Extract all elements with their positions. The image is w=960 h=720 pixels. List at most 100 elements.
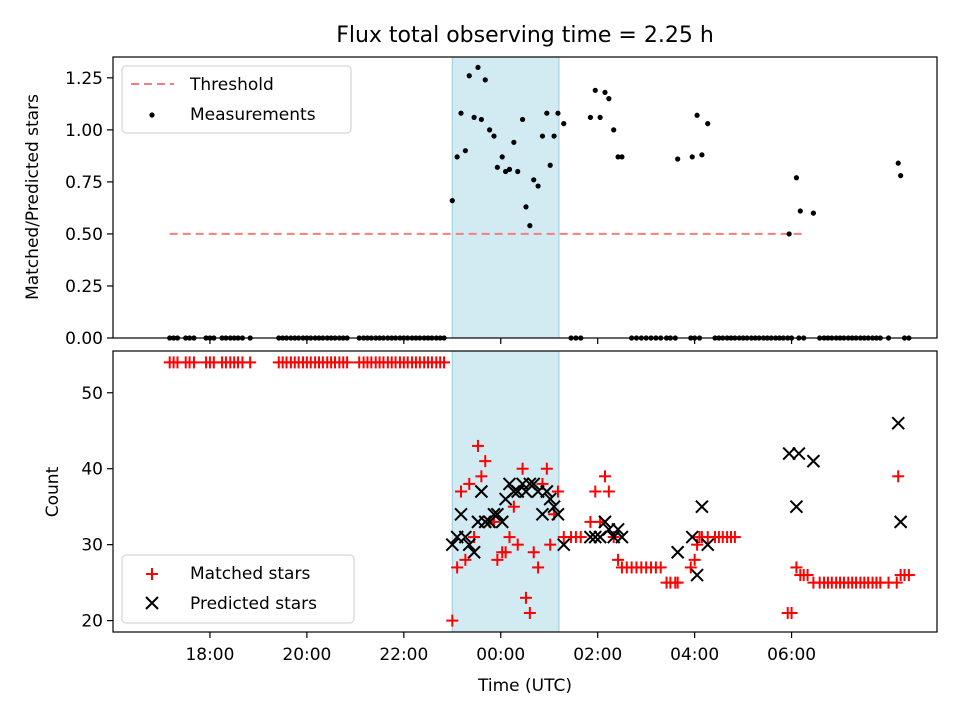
measurement-point xyxy=(793,175,800,181)
measurement-point xyxy=(487,127,493,133)
top-y-tick-label: 1.25 xyxy=(65,69,103,89)
matched-star-point xyxy=(519,591,532,604)
measurement-point xyxy=(449,198,455,204)
measurement-point xyxy=(454,154,460,160)
measurement-point xyxy=(797,208,803,214)
bottom-x-tick-label: 18:00 xyxy=(185,645,234,665)
matched-star-point xyxy=(544,538,557,551)
bottom-x-tick-label: 02:00 xyxy=(573,645,622,665)
measurement-point xyxy=(551,133,557,139)
matched-star-point xyxy=(446,614,459,627)
measurement-point xyxy=(527,223,533,229)
matched-star-point xyxy=(684,561,697,574)
bottom-panel: 20 30 40 50 18:00 20:00 22:00 00:00 02:00 04:00 0… xyxy=(43,350,938,696)
matched-star-point xyxy=(671,576,684,589)
matched-star-point xyxy=(459,553,472,566)
predicted-star-point xyxy=(557,537,571,552)
legend-measurements-swatch xyxy=(149,112,155,118)
predicted-star-point xyxy=(806,454,821,468)
legend-predicted-swatch xyxy=(145,596,159,610)
measurement-point xyxy=(619,154,625,160)
matched-star-point xyxy=(244,356,257,369)
matched-star-point xyxy=(451,561,464,574)
matched-star-point xyxy=(551,485,564,498)
matched-star-point xyxy=(527,546,540,559)
predicted-star-point xyxy=(547,499,561,514)
measurement-point xyxy=(462,148,468,154)
bottom-y-axis-label: Count xyxy=(43,466,63,517)
x-axis-label: Time (UTC) xyxy=(477,676,572,696)
measurement-point xyxy=(458,110,464,116)
predicted-star-point xyxy=(695,499,709,514)
measurement-point xyxy=(694,112,700,118)
bottom-x-tick-label: 06:00 xyxy=(767,645,816,665)
matched-star-point xyxy=(574,531,587,544)
matched-star-point xyxy=(612,553,625,566)
predicted-stars-points xyxy=(445,416,908,582)
measurement-point xyxy=(539,133,546,139)
measurement-point xyxy=(587,114,594,120)
legend-threshold-label: Threshold xyxy=(189,75,274,95)
matched-star-point xyxy=(463,477,476,490)
measurement-point xyxy=(555,110,561,116)
matched-star-point xyxy=(890,576,903,589)
bottom-y-tick-label: 20 xyxy=(81,612,103,632)
bottom-y-tick-label: 50 xyxy=(81,384,103,404)
matched-star-point xyxy=(532,561,545,574)
matched-star-point xyxy=(790,561,803,574)
predicted-star-point xyxy=(670,545,685,559)
matched-star-point xyxy=(491,553,504,566)
bottom-shaded-interval xyxy=(451,350,560,633)
measurement-point xyxy=(535,183,541,189)
top-y-tick-label: 0.50 xyxy=(65,225,103,245)
predicted-star-point xyxy=(690,568,704,582)
top-y-tick-label: 0.25 xyxy=(65,277,103,297)
matched-star-point xyxy=(479,455,492,468)
measurement-point xyxy=(499,154,505,160)
matched-star-point xyxy=(438,356,451,369)
measurement-point xyxy=(606,96,612,102)
matched-star-point xyxy=(471,439,484,452)
matched-star-point xyxy=(892,470,905,483)
matched-star-point xyxy=(598,470,611,483)
predicted-star-point xyxy=(462,537,476,552)
top-y-tick-label: 0.75 xyxy=(65,173,103,193)
measurement-point xyxy=(544,110,550,116)
matched-star-point xyxy=(503,531,516,544)
bottom-x-tick-label: 22:00 xyxy=(379,645,428,665)
measurement-point xyxy=(547,162,553,168)
predicted-star-point xyxy=(701,537,715,552)
top-legend-box xyxy=(121,65,352,134)
top-y-tick-label: 0.00 xyxy=(65,329,103,349)
matched-star-point xyxy=(511,538,524,551)
measurement-point xyxy=(898,173,904,179)
measurement-point xyxy=(675,156,681,162)
measurement-point xyxy=(491,133,497,139)
predicted-star-point xyxy=(685,530,699,544)
predicted-star-point xyxy=(467,545,481,559)
bottom-x-tick-label: 04:00 xyxy=(670,645,719,665)
predicted-star-point xyxy=(445,537,460,552)
bottom-x-ticks: 18:00 20:00 22:00 00:00 02:00 04:00 06:00 xyxy=(185,632,816,665)
measurement-point xyxy=(482,77,488,83)
matched-star-point xyxy=(540,462,553,475)
bottom-legend: Matched stars Predicted stars xyxy=(121,554,355,624)
matched-star-point xyxy=(589,485,602,498)
top-legend: Threshold Measurements xyxy=(121,65,352,134)
matched-star-point xyxy=(341,356,354,369)
matched-star-point xyxy=(455,485,468,498)
predicted-star-point xyxy=(543,492,557,506)
measurement-point xyxy=(511,139,517,145)
predicted-star-point xyxy=(535,507,550,521)
chart-title: Flux total observing time = 2.25 h xyxy=(336,23,714,48)
measurement-point xyxy=(592,87,598,93)
predicted-star-point xyxy=(891,416,905,430)
legend-predicted-label: Predicted stars xyxy=(190,594,317,614)
predicted-star-point xyxy=(588,530,602,544)
measurement-point xyxy=(615,154,621,160)
bottom-x-tick-label: 00:00 xyxy=(476,645,525,665)
measurement-point xyxy=(561,121,567,127)
matched-star-point xyxy=(523,607,536,620)
matched-star-point xyxy=(688,553,701,566)
